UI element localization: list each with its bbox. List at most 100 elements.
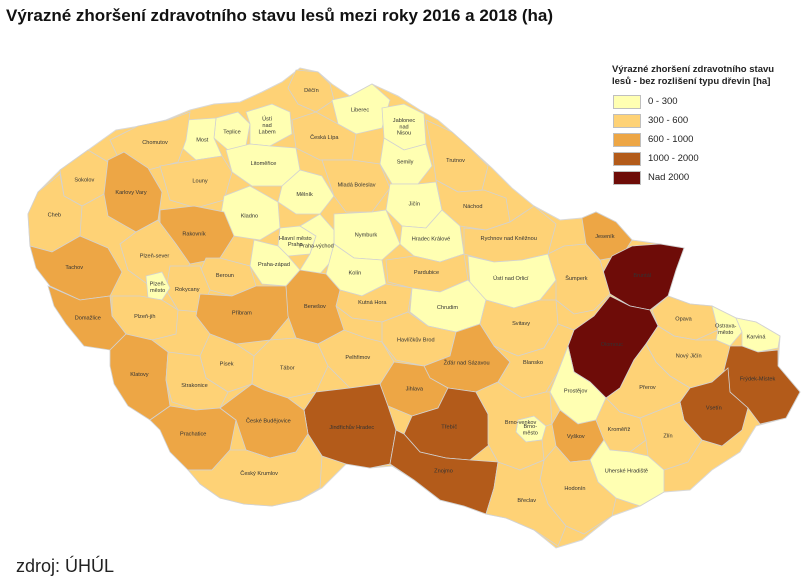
district-label: Trutnov (446, 158, 465, 164)
district-label: Hlavní město Praha (279, 236, 312, 248)
district-label: Pelhřimov (345, 355, 370, 361)
legend-title-line1: Výrazné zhoršení zdravotního stavu (612, 64, 775, 75)
legend-item: 0 - 300 (612, 93, 804, 112)
district-label: Vyškov (567, 434, 585, 440)
district-label: Tachov (65, 265, 83, 271)
district-šumperk (547, 243, 611, 315)
district-label: Jičín (409, 201, 421, 207)
district-label: Karviná (747, 334, 767, 340)
district-label: Blansko (523, 360, 543, 366)
district-label: Vsetín (706, 406, 722, 412)
district-label: České Budějovice (246, 417, 291, 424)
district-label: Zlín (663, 433, 672, 439)
map-title: Výrazné zhoršení zdravotního stavu lesů … (6, 6, 554, 25)
district-label: Kolín (349, 270, 362, 276)
district-label: Praha-západ (258, 262, 290, 268)
district-label: Ústí nad Labem (259, 116, 276, 136)
district-label: Pardubice (414, 270, 439, 276)
map-legend: Výrazné zhoršení zdravotního stavu lesů … (612, 64, 804, 188)
district-label: Chrudim (437, 305, 458, 311)
district-label: Jindřichův Hradec (329, 424, 374, 431)
district-label: Tábor (280, 366, 295, 372)
district-label: Plzeň-sever (140, 253, 170, 259)
district-ústí-nad-labem (245, 103, 293, 147)
district-label: Ústí nad Orlicí (493, 275, 529, 282)
legend-item: 300 - 600 (612, 112, 804, 131)
district-label: Mladá Boleslav (338, 183, 376, 189)
district-label: Karlovy Vary (115, 190, 146, 196)
district-label: Kroměříž (608, 427, 631, 433)
district-děčín (287, 69, 335, 113)
district-label: Most (196, 138, 209, 144)
district-label: Rychnov nad Kněžnou (481, 236, 537, 242)
district-label: Liberec (351, 107, 370, 113)
district-label: Cheb (48, 213, 61, 219)
legend-item: 600 - 1000 (612, 131, 804, 150)
legend-swatch (613, 114, 641, 128)
legend-swatch (613, 95, 641, 109)
district-label: Nymburk (355, 233, 378, 239)
district-label: Český Krumlov (240, 470, 278, 477)
district-label: Třebíč (441, 425, 457, 431)
legend-label: 0 - 300 (648, 96, 678, 107)
district-label: Benešov (304, 304, 326, 310)
legend-label: 300 - 600 (648, 115, 689, 126)
legend-title-line2-text: lesů - bez rozlišení typu dřevin (612, 76, 751, 87)
district-label: Ostrava-město (715, 324, 737, 336)
district-rychnov-nad-kněžnou (463, 205, 557, 263)
district-label: Jihlava (406, 387, 424, 393)
district-label: Mělník (296, 192, 313, 198)
district-label: Brno-venkov (505, 420, 537, 426)
district-label: Děčín (304, 88, 319, 94)
district-label: Praha-východ (299, 244, 334, 250)
district-příbram (195, 285, 291, 345)
district-zlín (639, 401, 703, 471)
legend-title: Výrazné zhoršení zdravotního stavu lesů … (612, 64, 804, 88)
legend-label: 1000 - 2000 (648, 153, 699, 164)
legend-label: 600 - 1000 (648, 134, 694, 145)
district-mělník (277, 169, 335, 215)
district-label: Plzeň-město (150, 282, 166, 294)
district-česká-lípa (291, 111, 357, 161)
district-label: Teplice (223, 129, 240, 135)
source-note: zdroj: ÚHÚL (16, 556, 115, 576)
district-label: Strakonice (181, 383, 207, 389)
district-label: Písek (220, 361, 234, 367)
district-label: Prostějov (564, 389, 588, 395)
district-label: Sokolov (74, 178, 94, 184)
legend-swatch (613, 152, 641, 166)
legend-swatch (613, 171, 641, 185)
district-label: Semily (397, 159, 414, 165)
district-karviná (735, 317, 781, 353)
district-label: Klatovy (130, 372, 149, 378)
district-label: Příbram (232, 310, 252, 316)
district-label: Havlíčkův Brod (397, 337, 435, 344)
district-label: Plzeň-jih (134, 314, 155, 320)
district-tachov (29, 235, 123, 301)
legend-unit: [ha] (752, 76, 771, 87)
district-label: Olomouc (601, 342, 624, 348)
district-louny (159, 155, 233, 209)
district-label: Louny (192, 178, 207, 184)
legend-classes: 0 - 300 300 - 600 600 - 1000 1000 - 2000… (612, 93, 804, 188)
district-břeclav (485, 459, 567, 547)
district-label: Rokycany (175, 287, 200, 293)
legend-item: 1000 - 2000 (612, 150, 804, 169)
district-label: Kutná Hora (358, 300, 387, 306)
district-label: Hradec Králové (412, 236, 451, 242)
district-label: Žďár nad Sázavou (444, 359, 490, 367)
district-label: Hodonín (564, 486, 585, 492)
district-plzeň-město (145, 271, 171, 301)
district-label: Uherské Hradiště (605, 469, 648, 475)
district-label: Prachatice (180, 432, 206, 438)
district-mladá-boleslav (321, 159, 391, 213)
district-label: Litoměřice (251, 161, 277, 167)
district-label: Brno-město (523, 424, 538, 436)
district-label: Frýdek-Místek (740, 377, 776, 383)
district-label: Jeseník (595, 234, 614, 240)
district-label: Bruntál (633, 273, 651, 279)
district-label: Nový Jičín (676, 353, 702, 359)
district-label: Kladno (241, 213, 258, 219)
district-label: Přerov (639, 385, 656, 391)
